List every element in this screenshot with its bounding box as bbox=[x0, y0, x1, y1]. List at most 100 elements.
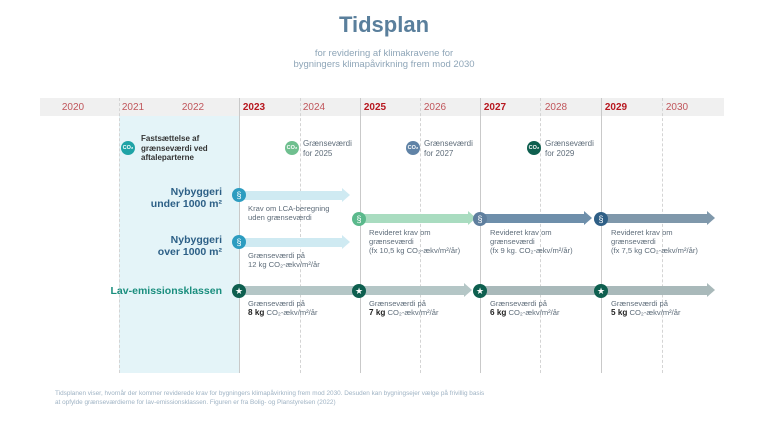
co2-icon-2025: CO₂ bbox=[285, 141, 299, 155]
label-under-2027: Revideret krav om grænseværdi (fx 9 kg. … bbox=[490, 228, 573, 256]
label-under-2029: Revideret krav om grænseværdi (fx 7,5 kg… bbox=[611, 228, 698, 256]
label-under-2023-line-2: uden grænseværdi bbox=[248, 213, 312, 223]
label-lav-2025-value: 7 kg bbox=[369, 308, 386, 318]
year-2024: 2024 bbox=[302, 102, 326, 113]
current-period-highlight bbox=[119, 98, 239, 373]
grid-line-2026 bbox=[420, 98, 421, 373]
label-under-2029-line-3: (fx 7,5 kg CO₂-ækv/m²/år) bbox=[611, 246, 698, 256]
footer-caption: Tidsplanen viser, hvornår der kommer rev… bbox=[55, 390, 485, 406]
subtitle-line-2: bygningers klimapåvirkning frem mod 2030 bbox=[293, 59, 475, 70]
label-lav-2023-line-1: Grænseværdi på bbox=[248, 299, 305, 308]
year-header-band bbox=[40, 98, 724, 116]
label-lav-2025-unit: CO₂-ækv/m²/år bbox=[385, 308, 439, 318]
row-over-line-2: over 1000 m² bbox=[157, 246, 222, 258]
row-under-line-2: under 1000 m² bbox=[150, 198, 222, 210]
row-label-under-1000: Nybyggeri under 1000 m² bbox=[110, 186, 222, 210]
row-label-over-1000: Nybyggeri over 1000 m² bbox=[110, 234, 222, 258]
label-lav-2025-line-1: Grænseværdi på bbox=[369, 299, 426, 308]
label-under-2027-line-1: Revideret krav om bbox=[490, 228, 552, 237]
page-title: Tidsplan bbox=[338, 12, 430, 37]
milestone-2021-line-1: Fastsættelse af bbox=[141, 134, 200, 143]
label-lav-2029-value: 5 kg bbox=[611, 308, 628, 318]
year-2020: 2020 bbox=[61, 102, 85, 113]
milestone-2029-line-2: for 2029 bbox=[545, 148, 575, 158]
label-under-2029-line-2: grænseværdi bbox=[611, 237, 656, 247]
star-icon-lav-2027: ★ bbox=[473, 284, 487, 298]
label-under-2025: Revideret krav om grænseværdi (fx 10,5 k… bbox=[369, 228, 460, 256]
label-under-2027-line-2: grænseværdi bbox=[490, 237, 535, 247]
milestone-2027-line-2: for 2027 bbox=[424, 148, 454, 158]
year-2030: 2030 bbox=[665, 102, 689, 113]
milestone-2021-line-2: grænseværdi ved bbox=[141, 143, 208, 153]
paragraph-icon-under-2027: § bbox=[473, 212, 487, 226]
arrow-under-2029 bbox=[604, 211, 715, 225]
label-lav-2027-value: 6 kg bbox=[490, 308, 507, 318]
milestone-2029-label: Grænseværdi for 2029 bbox=[545, 139, 594, 158]
paragraph-icon-under-2025: § bbox=[352, 212, 366, 226]
row-label-lav-emission: Lav-emissionsklassen bbox=[110, 285, 222, 297]
co2-icon-2021: CO₂ bbox=[121, 141, 135, 155]
milestone-2027-label: Grænseværdi for 2027 bbox=[424, 139, 473, 158]
star-icon-lav-2025: ★ bbox=[352, 284, 366, 298]
milestone-2021-line-3: aftaleparterne bbox=[141, 153, 194, 162]
label-lav-2027-unit: CO₂-ækv/m²/år bbox=[506, 308, 560, 318]
label-under-2023: Krav om LCA-beregning uden grænseværdi bbox=[248, 204, 329, 222]
label-under-2025-line-3: (fx 10,5 kg CO₂-ækv/m²/år) bbox=[369, 246, 461, 256]
label-lav-2027-line-2: 6 kg CO₂-ækv/m²/år bbox=[490, 308, 560, 317]
label-lav-2029-line-1: Grænseværdi på bbox=[611, 299, 668, 308]
arrow-under-2027 bbox=[483, 211, 592, 225]
milestone-2027-line-1: Grænseværdi bbox=[424, 139, 473, 148]
year-2021: 2021 bbox=[121, 102, 145, 113]
label-over-2023-line-1: Grænseværdi på bbox=[248, 251, 305, 260]
milestone-2025-line-2: for 2025 bbox=[303, 148, 333, 158]
label-under-2027-line-3: (fx 9 kg. CO₂-ækv/m²/år) bbox=[490, 246, 573, 256]
row-over-line-1: Nybyggeri bbox=[170, 234, 222, 246]
star-icon-lav-2023: ★ bbox=[232, 284, 246, 298]
label-under-2023-line-1: Krav om LCA-beregning bbox=[248, 204, 330, 213]
label-lav-2023-unit: CO₂-ækv/m²/år bbox=[264, 308, 318, 318]
milestone-2025-line-1: Grænseværdi bbox=[303, 139, 352, 148]
label-lav-2029-unit: CO₂-ækv/m²/år bbox=[627, 308, 681, 318]
label-lav-2027-line-1: Grænseværdi på bbox=[490, 299, 547, 308]
grid-line-2028 bbox=[540, 98, 541, 373]
arrow-under-2025 bbox=[362, 211, 476, 225]
year-2029: 2029 bbox=[604, 102, 628, 113]
paragraph-icon-over-2023: § bbox=[232, 235, 246, 249]
label-lav-2025: Grænseværdi på 7 kg CO₂-ækv/m²/år bbox=[369, 299, 439, 317]
label-lav-2027: Grænseværdi på 6 kg CO₂-ækv/m²/år bbox=[490, 299, 560, 317]
page-subtitle: for revidering af klimakravene for bygni… bbox=[0, 48, 768, 70]
grid-line-2030 bbox=[662, 98, 663, 373]
year-2023: 2023 bbox=[242, 102, 266, 113]
label-lav-2023: Grænseværdi på 8 kg CO₂-ækv/m²/år bbox=[248, 299, 318, 317]
label-under-2025-line-2: grænseværdi bbox=[369, 237, 414, 247]
label-over-2023-line-2: 12 kg CO₂-ækv/m²/år bbox=[248, 260, 320, 270]
grid-line-2021 bbox=[119, 98, 120, 373]
label-lav-2023-line-2: 8 kg CO₂-ækv/m²/år bbox=[248, 308, 318, 317]
co2-icon-2027: CO₂ bbox=[406, 141, 420, 155]
paragraph-icon-under-2023: § bbox=[232, 188, 246, 202]
year-2028: 2028 bbox=[544, 102, 568, 113]
star-icon-lav-2029: ★ bbox=[594, 284, 608, 298]
grid-line-2025 bbox=[360, 98, 361, 373]
paragraph-icon-under-2029: § bbox=[594, 212, 608, 226]
co2-icon-2029: CO₂ bbox=[527, 141, 541, 155]
label-lav-2025-line-2: 7 kg CO₂-ækv/m²/år bbox=[369, 308, 439, 317]
label-lav-2023-value: 8 kg bbox=[248, 308, 265, 318]
label-under-2025-line-1: Revideret krav om bbox=[369, 228, 431, 237]
milestone-2029-line-1: Grænseværdi bbox=[545, 139, 594, 148]
year-2022: 2022 bbox=[181, 102, 205, 113]
label-lav-2029: Grænseværdi på 5 kg CO₂-ækv/m²/år bbox=[611, 299, 681, 317]
grid-line-2029 bbox=[601, 98, 602, 373]
milestone-2025-label: Grænseværdi for 2025 bbox=[303, 139, 352, 158]
subtitle-line-1: for revidering af klimakravene for bbox=[314, 48, 454, 59]
year-2025: 2025 bbox=[363, 102, 387, 113]
arrow-over-2023 bbox=[243, 235, 350, 249]
grid-line-2027 bbox=[480, 98, 481, 373]
arrow-under-2023 bbox=[243, 188, 350, 202]
year-2026: 2026 bbox=[423, 102, 447, 113]
year-2027: 2027 bbox=[483, 102, 507, 113]
row-under-line-1: Nybyggeri bbox=[170, 186, 222, 198]
grid-line-2024 bbox=[300, 98, 301, 373]
milestone-2021-label: Fastsættelse af grænseværdi ved aftalepa… bbox=[141, 134, 208, 163]
label-under-2029-line-1: Revideret krav om bbox=[611, 228, 673, 237]
